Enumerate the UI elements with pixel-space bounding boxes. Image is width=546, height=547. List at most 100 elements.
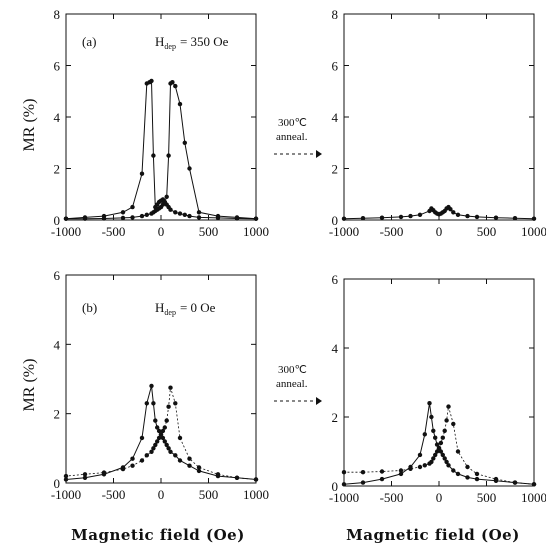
- data-point: [173, 401, 178, 406]
- data-point: [360, 480, 366, 485]
- data-point: [149, 449, 154, 454]
- data-point: [144, 401, 149, 406]
- hdep-a-value: = 350 Oe: [180, 34, 229, 49]
- y-tick-label: 0: [332, 213, 339, 228]
- data-point: [440, 452, 445, 458]
- data-point: [442, 428, 447, 433]
- data-point: [493, 476, 499, 482]
- x-tick-label: -1000: [51, 224, 81, 239]
- data-point: [451, 210, 456, 215]
- data-point: [187, 166, 192, 171]
- data-point: [465, 464, 470, 470]
- data-point: [120, 215, 126, 221]
- y-tick-label: 0: [54, 213, 61, 228]
- data-point: [398, 468, 404, 473]
- data-point: [341, 216, 347, 221]
- data-point: [182, 140, 187, 145]
- hdep-b-symbol: H: [155, 300, 164, 315]
- hdep-label-a: Hdep = 350 Oe: [155, 34, 229, 51]
- anneal-label-b-temp: 300℃: [278, 364, 307, 376]
- data-point: [446, 404, 451, 409]
- data-point: [474, 476, 480, 482]
- data-point: [155, 439, 160, 444]
- data-point: [144, 453, 149, 458]
- hdep-label-b: Hdep = 0 Oe: [155, 300, 216, 317]
- data-point: [166, 446, 171, 451]
- data-point: [474, 214, 480, 220]
- data-point: [153, 442, 158, 448]
- data-point: [465, 213, 470, 219]
- data-point: [156, 435, 162, 441]
- y-tick-label: 0: [332, 479, 339, 494]
- x-tick-label: -500: [102, 487, 126, 502]
- x-tick-label: 0: [436, 490, 443, 505]
- x-tick-label: -1000: [329, 224, 359, 239]
- x-tick-label: 500: [199, 487, 219, 502]
- data-point: [130, 215, 135, 220]
- data-point: [151, 401, 156, 406]
- y-tick-label: 2: [54, 162, 61, 177]
- data-point: [149, 383, 154, 389]
- data-point: [398, 214, 404, 220]
- y-tick-label: 2: [332, 410, 339, 425]
- data-point: [177, 101, 183, 107]
- data-point: [139, 458, 145, 463]
- data-point: [408, 213, 413, 219]
- data-point: [436, 445, 442, 451]
- hdep-b-value: = 0 Oe: [180, 300, 216, 315]
- data-point: [144, 212, 149, 217]
- x-tick-label: -1000: [329, 490, 359, 505]
- hdep-a-symbol: H: [155, 34, 164, 49]
- data-point: [440, 435, 445, 440]
- y-tick-label: 4: [332, 341, 339, 356]
- data-point: [442, 456, 447, 461]
- data-point: [455, 471, 461, 477]
- data-point: [341, 482, 347, 487]
- plot-frame: [343, 13, 535, 221]
- data-point: [417, 452, 423, 458]
- data-point: [173, 83, 178, 89]
- data-point: [451, 468, 456, 473]
- data-point: [360, 216, 366, 221]
- data-point: [151, 446, 156, 451]
- series-line: [66, 81, 257, 220]
- y-tick-label: 2: [332, 162, 339, 177]
- data-point: [173, 453, 178, 458]
- x-tick-label: 1000: [243, 224, 269, 239]
- series-line: [65, 79, 257, 220]
- data-point: [82, 475, 88, 480]
- data-point: [215, 472, 221, 477]
- data-point: [444, 459, 449, 465]
- data-point: [427, 401, 432, 406]
- x-tick-label: 0: [436, 224, 443, 239]
- data-point: [101, 216, 107, 221]
- panel-b-before: -1000 -500 0 500 1000 0 2 4 6: [51, 268, 269, 502]
- data-point: [455, 449, 461, 454]
- plot-frame: [343, 278, 535, 487]
- data-point: [187, 456, 192, 461]
- data-point: [139, 171, 145, 176]
- data-point: [156, 428, 162, 434]
- data-point: [153, 418, 158, 423]
- data-point: [63, 473, 69, 479]
- data-point: [168, 207, 173, 212]
- data-point: [512, 480, 518, 485]
- data-point: [433, 452, 438, 458]
- data-point: [234, 475, 240, 480]
- data-point: [149, 78, 154, 84]
- y-tick-label: 4: [54, 110, 61, 125]
- data-point: [438, 440, 444, 446]
- data-point: [417, 464, 423, 470]
- data-point: [158, 432, 164, 437]
- data-point: [531, 216, 537, 221]
- data-point: [196, 210, 202, 215]
- data-point: [63, 216, 69, 221]
- y-tick-label: 8: [54, 7, 61, 22]
- data-point: [177, 211, 183, 216]
- data-point: [431, 428, 436, 433]
- data-point: [168, 81, 173, 86]
- data-point: [151, 153, 156, 158]
- data-point: [433, 435, 438, 440]
- anneal-label-a-temp: 300℃: [278, 117, 307, 129]
